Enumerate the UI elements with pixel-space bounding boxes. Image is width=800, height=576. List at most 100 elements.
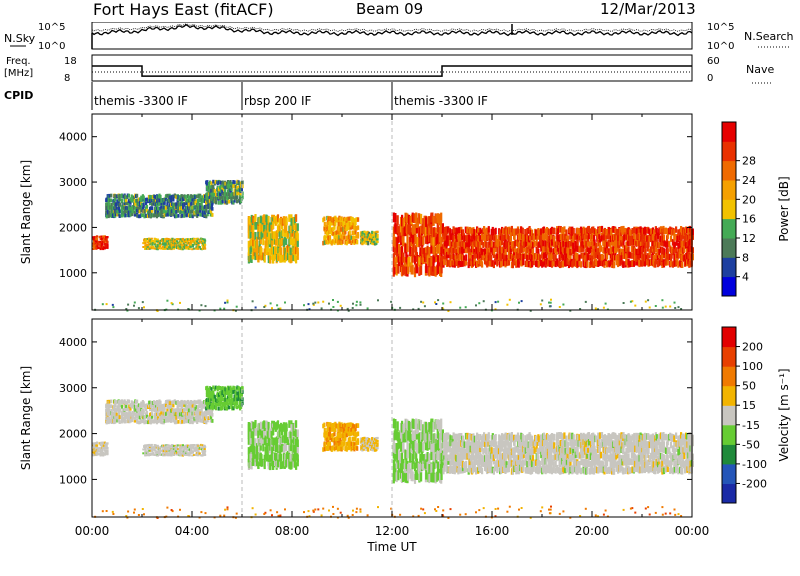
power-echo-cell	[413, 213, 415, 223]
power-ground-cell	[634, 305, 636, 307]
power-echo-cell	[143, 203, 145, 207]
power-echo-cell	[224, 189, 226, 193]
power-echo-cell	[177, 214, 179, 218]
power-ground-cell	[166, 300, 168, 302]
power-echo-cell	[670, 260, 672, 266]
velocity-echo-cell	[234, 386, 236, 390]
power-echo-cell	[505, 249, 507, 255]
power-ground-cell	[595, 308, 597, 310]
power-echo-cell	[357, 217, 359, 222]
power-echo-cell	[97, 243, 99, 245]
power-ground-cell	[219, 308, 221, 310]
power-ground-cell	[200, 304, 202, 306]
power-ground-cell	[377, 299, 379, 301]
power-ground-cell	[518, 302, 520, 304]
power-echo-cell	[329, 235, 331, 240]
power-ground-cell	[352, 307, 354, 309]
power-ground-cell	[270, 302, 272, 304]
power-echo-cell	[622, 261, 624, 267]
velocity-echo-cell	[119, 420, 121, 424]
power-echo-cell	[528, 261, 530, 267]
power-echo-cell	[191, 248, 193, 250]
power-echo-cell	[647, 253, 649, 259]
power-ground-cell	[483, 300, 485, 302]
velocity-echo-cell	[106, 450, 108, 452]
power-colorbar-tick-label: 12	[742, 232, 756, 245]
power-ground-cell	[459, 307, 461, 309]
power-ground-cell	[356, 301, 358, 303]
power-echo-cell	[413, 243, 415, 253]
power-echo-cell	[204, 246, 206, 248]
power-ground-cell	[236, 306, 238, 308]
power-ground-cell	[399, 307, 401, 309]
power-echo-cell	[136, 194, 138, 198]
power-echo-cell	[268, 216, 270, 224]
power-echo-cell	[500, 261, 502, 267]
power-echo-cell	[269, 256, 271, 264]
date-label: 12/Mar/2013	[600, 0, 696, 18]
power-echo-cell	[106, 241, 108, 243]
power-echo-cell	[412, 234, 414, 244]
power-echo-cell	[474, 252, 476, 258]
velocity-echo-cell	[204, 446, 206, 448]
velocity-echo-cell	[215, 407, 217, 411]
power-ground-cell	[355, 304, 357, 306]
velocity-echo-cell	[172, 404, 174, 408]
velocity-echo-cell	[218, 407, 220, 411]
power-echo-cell	[675, 226, 677, 232]
power-echo-cell	[252, 232, 254, 240]
power-ground-cell	[435, 303, 437, 305]
noise-right-label: N.Search	[744, 30, 794, 43]
power-echo-cell	[589, 228, 591, 234]
velocity-echo-cell	[190, 408, 192, 412]
power-echo-cell	[204, 240, 206, 242]
power-echo-cell	[297, 248, 299, 256]
velocity-echo-cell	[181, 420, 183, 424]
power-ground-cell	[227, 300, 229, 302]
power-echo-cell	[110, 199, 112, 203]
power-colorbar-tick-label: 8	[742, 251, 749, 264]
velocity-echo-cell	[106, 442, 108, 444]
power-ground-cell	[321, 307, 323, 309]
power-echo-cell	[397, 215, 399, 225]
velocity-echo-cell	[106, 447, 108, 449]
power-echo-cell	[164, 201, 166, 205]
power-echo-cell	[132, 209, 134, 213]
power-echo-cell	[119, 209, 121, 213]
power-ground-cell	[171, 302, 173, 304]
velocity-echo-cell	[175, 420, 177, 424]
power-echo-cell	[633, 227, 635, 233]
power-echo-cell	[553, 255, 555, 261]
power-ground-cell	[263, 306, 265, 308]
power-echo-cell	[433, 216, 435, 226]
velocity-echo-cell	[152, 446, 154, 448]
power-echo-cell	[158, 202, 160, 206]
power-echo-cell	[189, 248, 191, 250]
power-echo-cell	[121, 199, 123, 203]
power-echo-cell	[481, 261, 483, 267]
power-ground-cell	[252, 300, 254, 302]
power-echo-cell	[205, 209, 207, 213]
power-echo-cell	[185, 195, 187, 199]
velocity-echo-cell	[190, 420, 192, 424]
power-echo-cell	[96, 238, 98, 240]
power-echo-cell	[119, 214, 121, 218]
power-ground-cell	[509, 299, 511, 301]
power-ground-cell	[143, 306, 145, 308]
power-ground-cell	[585, 301, 587, 303]
power-echo-cell	[377, 234, 379, 236]
power-echo-cell	[119, 194, 121, 198]
power-echo-cell	[357, 225, 359, 230]
power-ground-cell	[134, 302, 136, 304]
y-tick-label: 4000	[59, 131, 87, 144]
power-echo-cell	[218, 201, 220, 205]
power-ground-cell	[669, 306, 671, 308]
velocity-echo-cell	[132, 415, 134, 419]
power-echo-cell	[295, 214, 297, 222]
power-echo-cell	[106, 243, 108, 245]
power-ground-cell	[562, 304, 564, 306]
power-ground-cell	[647, 299, 649, 301]
power-echo-cell	[437, 244, 439, 254]
power-ground-cell	[549, 305, 551, 307]
power-echo-cell	[297, 233, 299, 241]
